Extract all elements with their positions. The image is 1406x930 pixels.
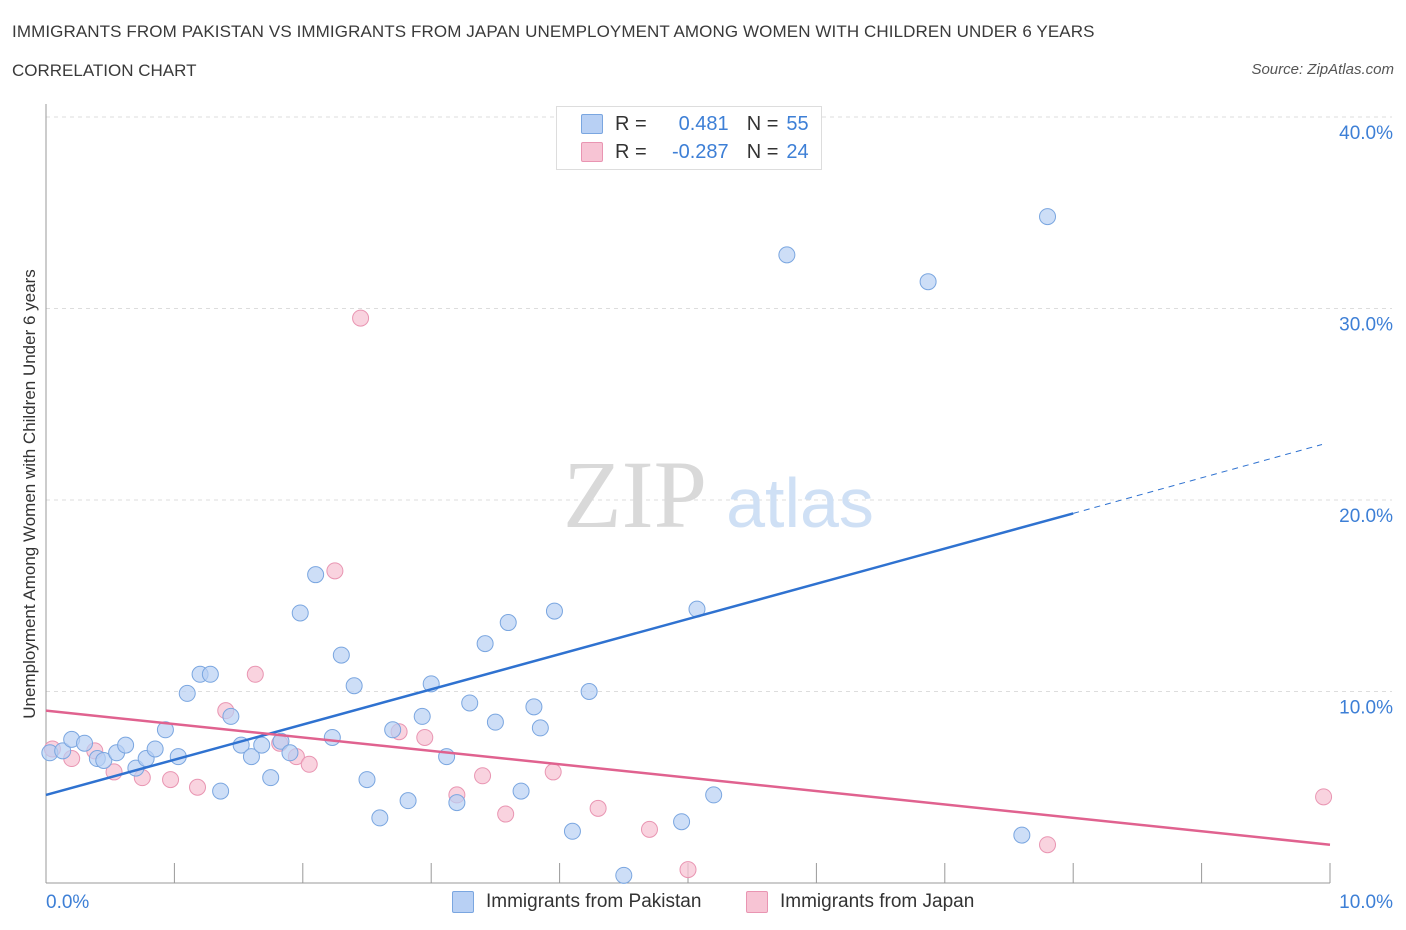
data-point-pakistan	[222, 707, 240, 725]
data-point-japan	[474, 767, 492, 785]
data-point-pakistan	[615, 866, 633, 884]
data-point-pakistan	[486, 713, 504, 731]
data-point-pakistan	[281, 744, 299, 762]
data-point-pakistan	[345, 677, 363, 695]
data-point-pakistan	[76, 734, 94, 752]
data-point-pakistan	[461, 694, 479, 712]
bottom-legend-swatch-pakistan	[452, 891, 474, 913]
trend-lines	[45, 443, 1331, 846]
legend-n-label: N =	[746, 112, 779, 135]
legend-r-label: R =	[615, 140, 647, 163]
data-point-pakistan	[291, 604, 309, 622]
legend-row-japan: R = -0.287 N = 24	[581, 139, 809, 165]
legend-r-value: -0.287	[671, 140, 729, 163]
watermark: ZIP atlas	[563, 441, 874, 548]
legend-n-label: N =	[746, 140, 779, 163]
data-point-pakistan	[563, 822, 581, 840]
x-tick-label: 0.0%	[46, 892, 89, 913]
data-point-pakistan	[778, 246, 796, 264]
data-point-japan	[679, 861, 697, 879]
chart-subtitle: CORRELATION CHART	[12, 61, 197, 80]
legend-r-label: R =	[615, 112, 647, 135]
data-point-japan	[300, 755, 318, 773]
data-point-pakistan	[212, 782, 230, 800]
data-point-pakistan	[253, 736, 271, 754]
data-point-pakistan	[1039, 208, 1057, 226]
y-tick-label: 40.0%	[1339, 123, 1393, 144]
legend-n-value: 24	[786, 140, 809, 163]
data-point-japan	[162, 771, 180, 789]
data-point-japan	[1039, 836, 1057, 854]
data-point-pakistan	[525, 698, 543, 716]
data-point-pakistan	[156, 721, 174, 739]
data-point-japan	[544, 763, 562, 781]
data-point-pakistan	[262, 769, 280, 787]
data-point-japan	[640, 820, 658, 838]
data-point-japan	[352, 309, 370, 327]
data-point-japan	[497, 805, 515, 823]
data-point-pakistan	[242, 748, 260, 766]
series-japan-points	[43, 309, 1333, 879]
data-point-pakistan	[1013, 826, 1031, 844]
data-point-pakistan	[476, 635, 494, 653]
watermark-zip: ZIP	[563, 441, 707, 548]
data-point-pakistan	[499, 614, 517, 632]
data-point-pakistan	[673, 813, 691, 831]
data-point-pakistan	[371, 809, 389, 827]
data-point-pakistan	[919, 273, 937, 291]
data-point-pakistan	[272, 732, 290, 750]
y-tick-label: 10.0%	[1339, 698, 1393, 719]
watermark-atlas: atlas	[726, 464, 874, 542]
y-axis-label: Unemployment Among Women with Children U…	[20, 269, 39, 718]
data-point-pakistan	[531, 719, 549, 737]
legend-r-value: 0.481	[678, 112, 729, 135]
data-point-japan	[1315, 788, 1333, 806]
data-point-pakistan	[399, 792, 417, 810]
data-point-pakistan	[413, 707, 431, 725]
data-point-japan	[416, 728, 434, 746]
data-point-pakistan	[117, 736, 135, 754]
data-point-pakistan	[323, 728, 341, 746]
data-point-pakistan	[512, 782, 530, 800]
bottom-legend-label-japan: Immigrants from Japan	[780, 891, 975, 912]
data-point-pakistan	[95, 751, 113, 769]
y-tick-label: 30.0%	[1339, 315, 1393, 336]
trend-line-pakistan	[45, 512, 1074, 797]
data-point-pakistan	[201, 665, 219, 683]
bottom-legend-pakistan: Immigrants from Pakistan	[452, 888, 701, 916]
x-tick-label: 10.0%	[1339, 892, 1393, 913]
data-point-pakistan	[705, 786, 723, 804]
data-point-pakistan	[358, 771, 376, 789]
trend-line-japan	[45, 709, 1331, 846]
stats-legend: R = 0.481 N = 55 R = -0.287 N = 24	[556, 106, 822, 170]
data-point-pakistan	[332, 646, 350, 664]
legend-row-pakistan: R = 0.481 N = 55	[581, 111, 809, 137]
legend-n-value: 55	[786, 112, 809, 135]
y-tick-label: 20.0%	[1339, 506, 1393, 527]
data-point-pakistan	[54, 742, 72, 760]
legend-swatch-japan	[581, 142, 603, 162]
legend-swatch-pakistan	[581, 114, 603, 134]
tick-labels: 10.0% 20.0% 30.0% 40.0% 0.0% 10.0%	[46, 123, 1393, 913]
grid-lines	[46, 116, 1392, 692]
bottom-legend-label-pakistan: Immigrants from Pakistan	[486, 891, 702, 912]
data-point-pakistan	[178, 684, 196, 702]
bottom-legend-japan: Immigrants from Japan	[746, 888, 974, 916]
data-point-pakistan	[307, 566, 325, 584]
trend-line-pakistan-extension	[1073, 443, 1323, 514]
data-point-japan	[246, 665, 264, 683]
bottom-legend-swatch-japan	[746, 891, 768, 913]
data-point-pakistan	[448, 794, 466, 812]
chart-title: IMMIGRANTS FROM PAKISTAN VS IMMIGRANTS F…	[12, 22, 1095, 41]
data-point-pakistan	[545, 602, 563, 620]
source-credit: Source: ZipAtlas.com	[1251, 61, 1394, 78]
data-point-pakistan	[384, 721, 402, 739]
data-point-japan	[189, 778, 207, 796]
data-point-japan	[589, 799, 607, 817]
series-pakistan-points	[41, 208, 1057, 884]
data-point-pakistan	[146, 740, 164, 758]
data-point-pakistan	[580, 683, 598, 700]
data-point-japan	[326, 562, 344, 580]
